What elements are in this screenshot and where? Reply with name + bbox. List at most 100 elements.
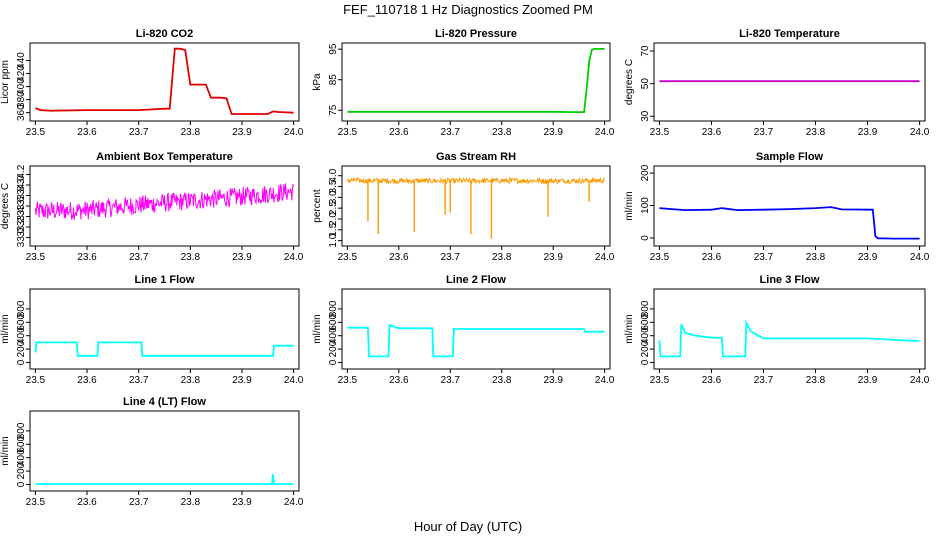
x-tick-label: 23.6 bbox=[389, 127, 409, 138]
y-tick-label: 800 bbox=[328, 300, 339, 317]
x-tick-label: 23.8 bbox=[806, 252, 826, 263]
y-tick-label: 75 bbox=[328, 104, 339, 116]
x-tick-label: 23.8 bbox=[492, 127, 512, 138]
plot-frame bbox=[29, 42, 300, 122]
y-tick-label: 100 bbox=[640, 197, 651, 214]
y-tick-label: 400 bbox=[16, 327, 27, 344]
x-tick-label: 23.9 bbox=[543, 252, 563, 263]
panel-8: Line 2 Flow ml/min 23.5 23.6 23.7 23.8 23.9 24.… bbox=[312, 274, 615, 386]
series-line bbox=[658, 319, 920, 358]
panel-title: Line 4 (LT) Flow bbox=[123, 396, 206, 408]
x-tick-label: 23.7 bbox=[441, 375, 461, 386]
x-tick-label: 23.5 bbox=[338, 252, 358, 263]
series-line bbox=[35, 474, 294, 486]
x-tick-label: 23.8 bbox=[492, 375, 512, 386]
y-tick-label: 34.0 bbox=[16, 175, 27, 195]
panels: Li-820 CO2 Licor ppm 23.5 23.6 23.7 23.8 23.9 2… bbox=[0, 28, 930, 508]
x-tick-label: 24.0 bbox=[284, 252, 304, 263]
plot-frame bbox=[341, 288, 611, 370]
panel-title: Li-820 Pressure bbox=[435, 28, 517, 40]
y-tick-label: 30 bbox=[640, 110, 651, 122]
plot-frame bbox=[653, 42, 926, 122]
y-tick-label: 380 bbox=[16, 91, 27, 108]
plot-frame bbox=[653, 165, 926, 247]
x-tick-label: 23.5 bbox=[26, 497, 46, 508]
x-tick-label: 23.9 bbox=[232, 252, 252, 263]
y-tick-label: 3.0 bbox=[328, 190, 339, 204]
x-tick-label: 24.0 bbox=[595, 252, 615, 263]
y-tick-label: 0 bbox=[640, 359, 651, 365]
x-tick-label: 23.5 bbox=[650, 375, 670, 386]
y-tick-label: 600 bbox=[640, 314, 651, 331]
panel-3: Li-820 Temperature degrees C 23.5 23.6 23.7 2… bbox=[624, 28, 930, 138]
x-tick-label: 23.8 bbox=[806, 375, 826, 386]
y-axis-label: ml/min bbox=[312, 314, 323, 343]
y-axis-label: degrees C bbox=[0, 183, 11, 229]
y-tick-label: 400 bbox=[16, 449, 27, 466]
x-tick-label: 24.0 bbox=[910, 375, 930, 386]
y-tick-label: 200 bbox=[16, 462, 27, 479]
x-tick-label: 23.5 bbox=[26, 252, 46, 263]
panel-2: Li-820 Pressure kPa 23.5 23.6 23.7 23.8 23.9 24… bbox=[312, 28, 615, 138]
x-tick-label: 23.6 bbox=[77, 375, 97, 386]
x-tick-label: 23.9 bbox=[232, 127, 252, 138]
x-tick-label: 24.0 bbox=[284, 127, 304, 138]
y-axis-label: ml/min bbox=[0, 314, 11, 343]
y-tick-label: 95 bbox=[328, 43, 339, 55]
y-tick-label: 1.5 bbox=[328, 222, 339, 236]
x-tick-label: 24.0 bbox=[595, 375, 615, 386]
y-tick-label: 600 bbox=[16, 436, 27, 453]
x-tick-label: 24.0 bbox=[910, 127, 930, 138]
panel-5: Gas Stream RH percent 23.5 23.6 23.7 23.8 23.9… bbox=[312, 151, 615, 263]
x-tick-label: 24.0 bbox=[595, 127, 615, 138]
y-tick-label: 2.0 bbox=[328, 212, 339, 226]
plot-frame bbox=[29, 410, 300, 492]
x-tick-label: 24.0 bbox=[910, 252, 930, 263]
y-tick-label: 33.8 bbox=[16, 185, 27, 205]
x-tick-label: 23.7 bbox=[129, 127, 149, 138]
x-tick-label: 23.8 bbox=[181, 497, 201, 508]
series-line bbox=[35, 47, 294, 115]
x-tick-label: 23.9 bbox=[858, 252, 878, 263]
series-line bbox=[347, 48, 605, 113]
x-tick-label: 23.9 bbox=[543, 375, 563, 386]
y-tick-label: 34.2 bbox=[16, 164, 27, 184]
plot-frame bbox=[341, 42, 611, 122]
x-tick-label: 23.5 bbox=[26, 127, 46, 138]
y-tick-label: 33.4 bbox=[16, 206, 27, 226]
x-tick-label: 23.7 bbox=[441, 127, 461, 138]
y-tick-label: 800 bbox=[16, 422, 27, 439]
x-tick-label: 23.9 bbox=[232, 375, 252, 386]
x-tick-label: 23.9 bbox=[232, 497, 252, 508]
x-tick-label: 23.6 bbox=[702, 252, 722, 263]
y-tick-label: 1.0 bbox=[328, 233, 339, 247]
panel-title: Line 1 Flow bbox=[135, 274, 195, 286]
x-tick-label: 23.8 bbox=[181, 375, 201, 386]
series-line bbox=[659, 206, 920, 240]
y-tick-label: 600 bbox=[328, 314, 339, 331]
x-tick-label: 24.0 bbox=[284, 497, 304, 508]
series-line bbox=[34, 341, 294, 357]
y-tick-label: 0 bbox=[16, 481, 27, 487]
y-tick-label: 0 bbox=[16, 359, 27, 365]
x-tick-label: 23.6 bbox=[77, 497, 97, 508]
y-tick-label: 360 bbox=[16, 104, 27, 121]
panel-9: Line 3 Flow ml/min 23.5 23.6 23.7 23.8 23.9 24.… bbox=[624, 274, 930, 386]
x-tick-label: 24.0 bbox=[284, 375, 304, 386]
x-tick-label: 23.8 bbox=[181, 127, 201, 138]
y-tick-label: 420 bbox=[16, 65, 27, 82]
x-tick-label: 23.7 bbox=[129, 252, 149, 263]
figure-title: FEF_110718 1 Hz Diagnostics Zoomed PM bbox=[343, 2, 593, 17]
x-tick-label: 23.7 bbox=[754, 375, 774, 386]
x-tick-label: 23.6 bbox=[77, 127, 97, 138]
x-tick-label: 23.7 bbox=[129, 375, 149, 386]
x-tick-label: 23.5 bbox=[338, 127, 358, 138]
x-tick-label: 23.5 bbox=[650, 127, 670, 138]
plot-frame bbox=[341, 165, 611, 247]
y-tick-label: 33.0 bbox=[16, 227, 27, 247]
y-tick-label: 400 bbox=[328, 327, 339, 344]
y-tick-label: 200 bbox=[640, 164, 651, 181]
y-tick-label: 440 bbox=[16, 52, 27, 69]
x-tick-label: 23.7 bbox=[754, 252, 774, 263]
